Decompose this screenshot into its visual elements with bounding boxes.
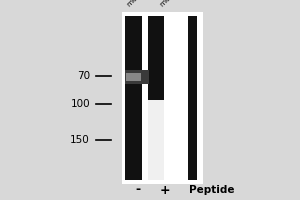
Text: -: -	[135, 184, 140, 196]
Text: 150: 150	[70, 135, 90, 145]
Bar	[188, 16, 196, 180]
Bar	[148, 16, 164, 100]
Text: Peptide: Peptide	[189, 185, 234, 195]
Bar	[164, 16, 173, 180]
Text: 70: 70	[77, 71, 90, 81]
Bar	[125, 16, 142, 180]
Text: mouse muscle: mouse muscle	[159, 0, 200, 8]
Bar	[126, 73, 141, 81]
Text: mouse muscle: mouse muscle	[126, 0, 167, 8]
Text: 100: 100	[70, 99, 90, 109]
Bar	[122, 12, 202, 184]
Bar	[125, 70, 149, 84]
Bar	[142, 16, 148, 180]
Bar	[148, 100, 164, 180]
Text: +: +	[159, 184, 170, 196]
